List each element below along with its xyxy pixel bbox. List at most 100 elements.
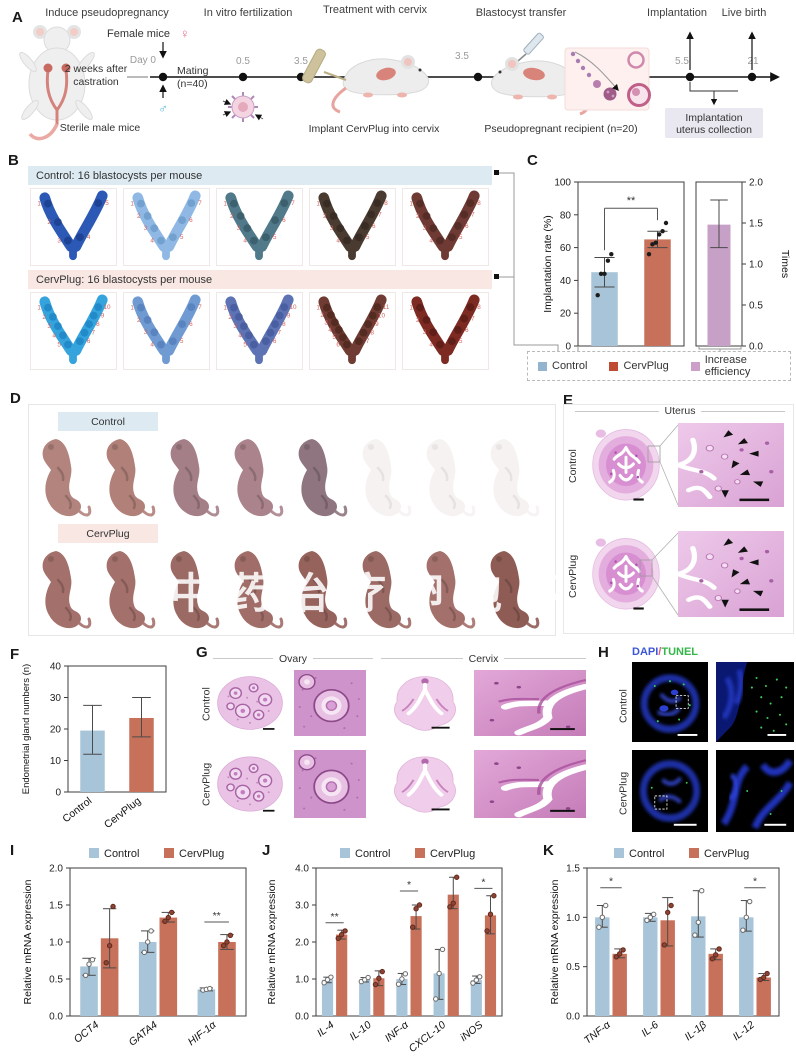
- svg-text:2: 2: [230, 213, 234, 220]
- svg-text:8: 8: [477, 304, 481, 311]
- svg-text:*: *: [609, 876, 613, 888]
- cervix-zoom-cervplug-image: [474, 750, 586, 818]
- ovary-title: Ovary: [279, 652, 308, 665]
- tick-3-5a: 3.5: [294, 56, 308, 67]
- svg-text:0.5: 0.5: [566, 962, 580, 973]
- panel-c-legend: Control CervPlug Increase efficiency: [527, 351, 791, 381]
- svg-text:7: 7: [471, 211, 475, 218]
- svg-text:6: 6: [189, 217, 193, 224]
- panel-j-label: J: [262, 842, 271, 859]
- svg-text:1: 1: [409, 201, 413, 208]
- svg-text:4: 4: [328, 327, 332, 334]
- svg-text:**: **: [331, 911, 339, 923]
- mating-line2: (n=40): [177, 78, 208, 90]
- svg-text:10: 10: [290, 304, 298, 311]
- svg-text:40: 40: [50, 662, 62, 673]
- increase-efficiency-chart: 0.0 0.5 1.0 1.5 2.0 Times: [688, 168, 794, 356]
- svg-text:5: 5: [273, 234, 277, 241]
- ovary-control-image: [214, 670, 286, 736]
- panel-e-row1-label: Control: [567, 449, 579, 483]
- implant-caption: Implant CervPlug into cervix: [309, 123, 440, 135]
- svg-text:5: 5: [105, 200, 109, 207]
- svg-text:Relative mRNA expression: Relative mRNA expression: [266, 879, 278, 1004]
- castration-line1: 2 weeks after: [65, 63, 128, 75]
- sterile-male-label: Sterile male mice: [60, 122, 141, 134]
- male-symbol: ♂: [158, 101, 168, 116]
- legend-swatch: [164, 848, 174, 858]
- uterus-title: Uterus: [664, 405, 696, 417]
- svg-text:8: 8: [384, 200, 388, 207]
- pup-image: [42, 439, 92, 517]
- svg-text:iNOS: iNOS: [458, 1019, 485, 1044]
- panel-d-label: D: [10, 390, 21, 407]
- svg-text:IL-10: IL-10: [347, 1019, 373, 1043]
- implantation-rate-chart: 0 20 40 60 80 100 Implantation rate (%) **: [538, 168, 688, 356]
- connector-square-cervplug: [494, 274, 499, 279]
- svg-text:4: 4: [243, 238, 247, 245]
- cervplug-pups-row: [36, 546, 540, 634]
- mrna-expression-chart-k: 0.0 0.5 1.0 1.5 Relative mRNA expression * * TN…: [545, 846, 793, 1060]
- svg-text:1: 1: [223, 201, 227, 208]
- panel-g-cervix-title: Cervix: [381, 652, 587, 665]
- tunel-zoom-cervplug-image: [716, 750, 794, 832]
- svg-text:9: 9: [287, 313, 291, 320]
- pup-image: [298, 439, 348, 517]
- svg-text:6: 6: [336, 342, 340, 349]
- svg-text:2: 2: [320, 312, 324, 319]
- legend-swatch: [609, 361, 619, 371]
- panel-k-label: K: [543, 842, 554, 859]
- cervix-title: Cervix: [468, 652, 499, 665]
- svg-text:0.0: 0.0: [566, 1012, 580, 1023]
- dapi-label: DAPI: [632, 646, 659, 658]
- panel-e-row2-label: CervPlug: [567, 554, 579, 598]
- panel-f-label: F: [10, 646, 20, 663]
- svg-text:5: 5: [57, 342, 61, 349]
- svg-text:3.0: 3.0: [295, 901, 309, 912]
- panel-b-label: B: [8, 152, 19, 169]
- svg-text:IL-4: IL-4: [315, 1019, 337, 1040]
- cervix-cervplug-image: [384, 750, 466, 818]
- legend-label: CervPlug: [623, 360, 669, 372]
- svg-text:7: 7: [291, 200, 295, 207]
- connector-square-control: [494, 170, 499, 175]
- svg-text:100: 100: [554, 178, 571, 189]
- svg-text:40: 40: [560, 276, 572, 287]
- svg-text:0: 0: [55, 788, 61, 799]
- svg-text:IL-1β: IL-1β: [682, 1019, 708, 1043]
- svg-text:7: 7: [198, 304, 202, 311]
- collection-box: [665, 108, 763, 138]
- uterus-image: 1 2 3 4 5: [30, 188, 117, 266]
- tick-3-5b: 3.5: [455, 51, 469, 62]
- panel-i-label: I: [10, 842, 15, 859]
- tunel-section-cervplug-image: [632, 750, 708, 832]
- slash-label: /: [658, 646, 662, 658]
- svg-text:INF-α: INF-α: [383, 1018, 412, 1044]
- pup-image: [426, 439, 476, 517]
- panel-a-schematic: A Induce pseudopregnancy In vitro fertil…: [12, 4, 780, 141]
- panel-b-cervplug-header: CervPlug: 16 blastocysts per mouse: [28, 270, 492, 289]
- pup-image: [490, 551, 540, 629]
- legend-swatch: [538, 361, 547, 371]
- transfer-mouse-illustration: [491, 32, 589, 116]
- endometrial-glands-chart: 0 10 20 30 40 Endometrial gland numbers (n) Co…: [16, 648, 172, 838]
- panel-d-frame: [28, 404, 556, 636]
- cervix-control-image: [384, 670, 466, 736]
- female-mouse-illustration: [19, 25, 95, 141]
- svg-text:8: 8: [477, 200, 481, 207]
- svg-text:7: 7: [471, 315, 475, 322]
- svg-text:1.0: 1.0: [295, 975, 309, 986]
- svg-text:*: *: [753, 876, 757, 888]
- svg-text:1.5: 1.5: [749, 219, 763, 230]
- legend-label: Increase efficiency: [704, 354, 751, 378]
- tunel-zoom-control-image: [716, 662, 794, 742]
- svg-text:GATA4: GATA4: [127, 1019, 160, 1049]
- svg-text:6: 6: [87, 338, 91, 345]
- female-symbol: ♀: [180, 26, 190, 41]
- pup-image: [426, 551, 476, 629]
- svg-text:9: 9: [101, 313, 105, 320]
- legend-label: Control: [629, 848, 664, 860]
